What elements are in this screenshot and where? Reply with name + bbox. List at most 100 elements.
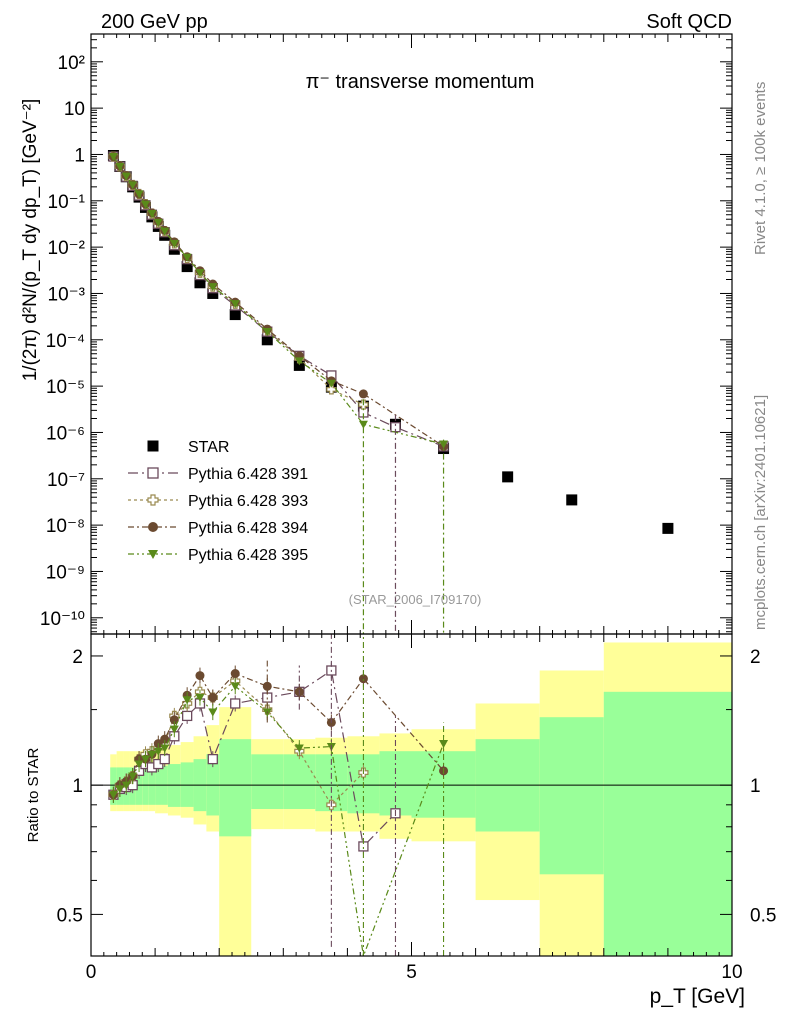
data-point <box>358 389 368 399</box>
ratio-point <box>207 753 218 765</box>
spectrum-watermark: (STAR_2006_I709170) <box>349 592 482 607</box>
y-tick-label: 10⁻² <box>48 238 86 259</box>
y-tick-label: 10⁻⁶ <box>46 423 85 444</box>
ratio-point <box>128 772 138 781</box>
ratio-point <box>230 669 240 679</box>
ratio-point <box>160 744 170 753</box>
legend-marker <box>148 522 158 532</box>
ratio-point <box>181 710 193 722</box>
series-line <box>112 156 444 447</box>
ratio-ylabel: Ratio to STAR <box>25 747 42 842</box>
y-tick-label: 10 <box>64 99 85 120</box>
data-point <box>208 283 218 292</box>
ratio-y-tick-label: 1 <box>72 776 83 797</box>
data-point <box>147 209 157 219</box>
ratio-point <box>262 681 272 691</box>
ratio-point <box>195 671 205 681</box>
data-point <box>182 253 192 262</box>
data-point <box>358 420 368 429</box>
data-point <box>294 357 304 366</box>
data-point <box>194 277 206 289</box>
uncertainty-band-inner <box>148 767 156 805</box>
data-point <box>160 227 170 236</box>
legend-label: Pythia 6.428 395 <box>188 547 308 564</box>
legend-label: Pythia 6.428 394 <box>188 520 308 537</box>
x-tick-label: 10 <box>721 962 742 983</box>
ratio-y-tick-label-right: 2 <box>750 647 761 668</box>
header-right: Soft QCD <box>646 11 732 33</box>
legend-label: Pythia 6.428 393 <box>188 493 308 510</box>
data-point <box>108 152 118 162</box>
legend-marker <box>147 467 159 479</box>
ratio-point <box>108 791 118 800</box>
data-point <box>128 181 138 190</box>
uncertainty-band-inner <box>110 767 117 805</box>
data-point <box>115 162 125 171</box>
legend-label: STAR <box>188 439 229 456</box>
ratio-point <box>208 708 218 717</box>
ratio-point <box>153 747 163 756</box>
ratio-point <box>169 715 179 725</box>
data-point <box>140 200 150 209</box>
ratio-y-tick-label-right: 1 <box>750 776 761 797</box>
ratio-point <box>208 693 218 703</box>
ratio-point <box>169 725 179 734</box>
data-point <box>195 269 205 278</box>
ratio-point <box>160 734 170 744</box>
x-tick-label: 5 <box>406 962 417 983</box>
data-point <box>326 384 337 395</box>
data-point <box>326 379 336 388</box>
legend-marker <box>147 440 159 452</box>
ratio-point <box>121 781 131 790</box>
y-tick-label: 1 <box>74 145 85 166</box>
ratio-frame <box>90 633 733 957</box>
ratio-xlabel: p_T [GeV] <box>650 985 745 1008</box>
y-tick-label: 10² <box>58 53 85 74</box>
ratio-point <box>182 696 192 705</box>
series-line <box>112 156 444 445</box>
data-point <box>230 300 240 309</box>
ratio-y-tick-label: 2 <box>72 647 83 668</box>
ratio-point <box>140 755 150 764</box>
series-line <box>112 156 444 447</box>
spectrum-panel: 10⁻¹⁰ 10⁻⁹ 10⁻⁸ 10⁻⁷ 10⁻⁶ 10⁻⁵ 10⁻⁴ 10⁻³ 10⁻² 10⁻… <box>20 33 733 635</box>
ratio-point <box>358 674 368 684</box>
data-point <box>207 287 219 299</box>
series-line <box>112 156 364 406</box>
ratio-point <box>195 693 205 703</box>
y-tick-label: 10⁻⁹ <box>46 562 85 583</box>
ratio-point <box>230 698 241 709</box>
data-point <box>262 328 272 337</box>
y-tick-label: 10⁻⁴ <box>46 331 85 352</box>
ratio-point <box>134 760 144 769</box>
header-left: 200 GeV pp <box>101 11 208 33</box>
y-tick-label: 10⁻¹ <box>48 192 86 213</box>
legend-label: Pythia 6.428 391 <box>188 466 308 483</box>
data-point <box>181 261 193 273</box>
legend-marker <box>148 550 158 559</box>
spectrum-frame <box>90 33 733 635</box>
data-point <box>169 239 179 248</box>
data-point <box>121 172 131 181</box>
rivet-version-label: Rivet 4.1.0, ≥ 100k events <box>752 82 769 255</box>
uncertainty-band-inner <box>135 767 143 805</box>
spectrum-ylabel: 1/(2π) d²N/(p_T dy dp_T) [GeV⁻²] <box>20 99 41 382</box>
uncertainty-band-inner <box>283 754 316 810</box>
ratio-point <box>230 682 240 691</box>
data-point <box>261 334 273 346</box>
y-tick-label: 10⁻⁵ <box>46 377 85 398</box>
ratio-y-tick-label: 0.5 <box>57 905 83 926</box>
uncertainty-band-inner <box>142 767 149 805</box>
legend-marker <box>147 494 159 506</box>
y-tick-label: 10⁻⁸ <box>46 516 85 537</box>
y-tick-label: 10⁻¹⁰ <box>40 609 85 630</box>
x-tick-label: 0 <box>86 962 97 983</box>
data-point <box>502 471 514 483</box>
data-point <box>566 494 578 506</box>
data-point <box>153 218 163 228</box>
y-tick-label: 10⁻³ <box>48 284 86 305</box>
uncertainty-band-inner <box>603 691 732 956</box>
ratio-point <box>294 744 304 753</box>
ratio-point <box>115 785 125 794</box>
ratio-point <box>147 750 157 759</box>
